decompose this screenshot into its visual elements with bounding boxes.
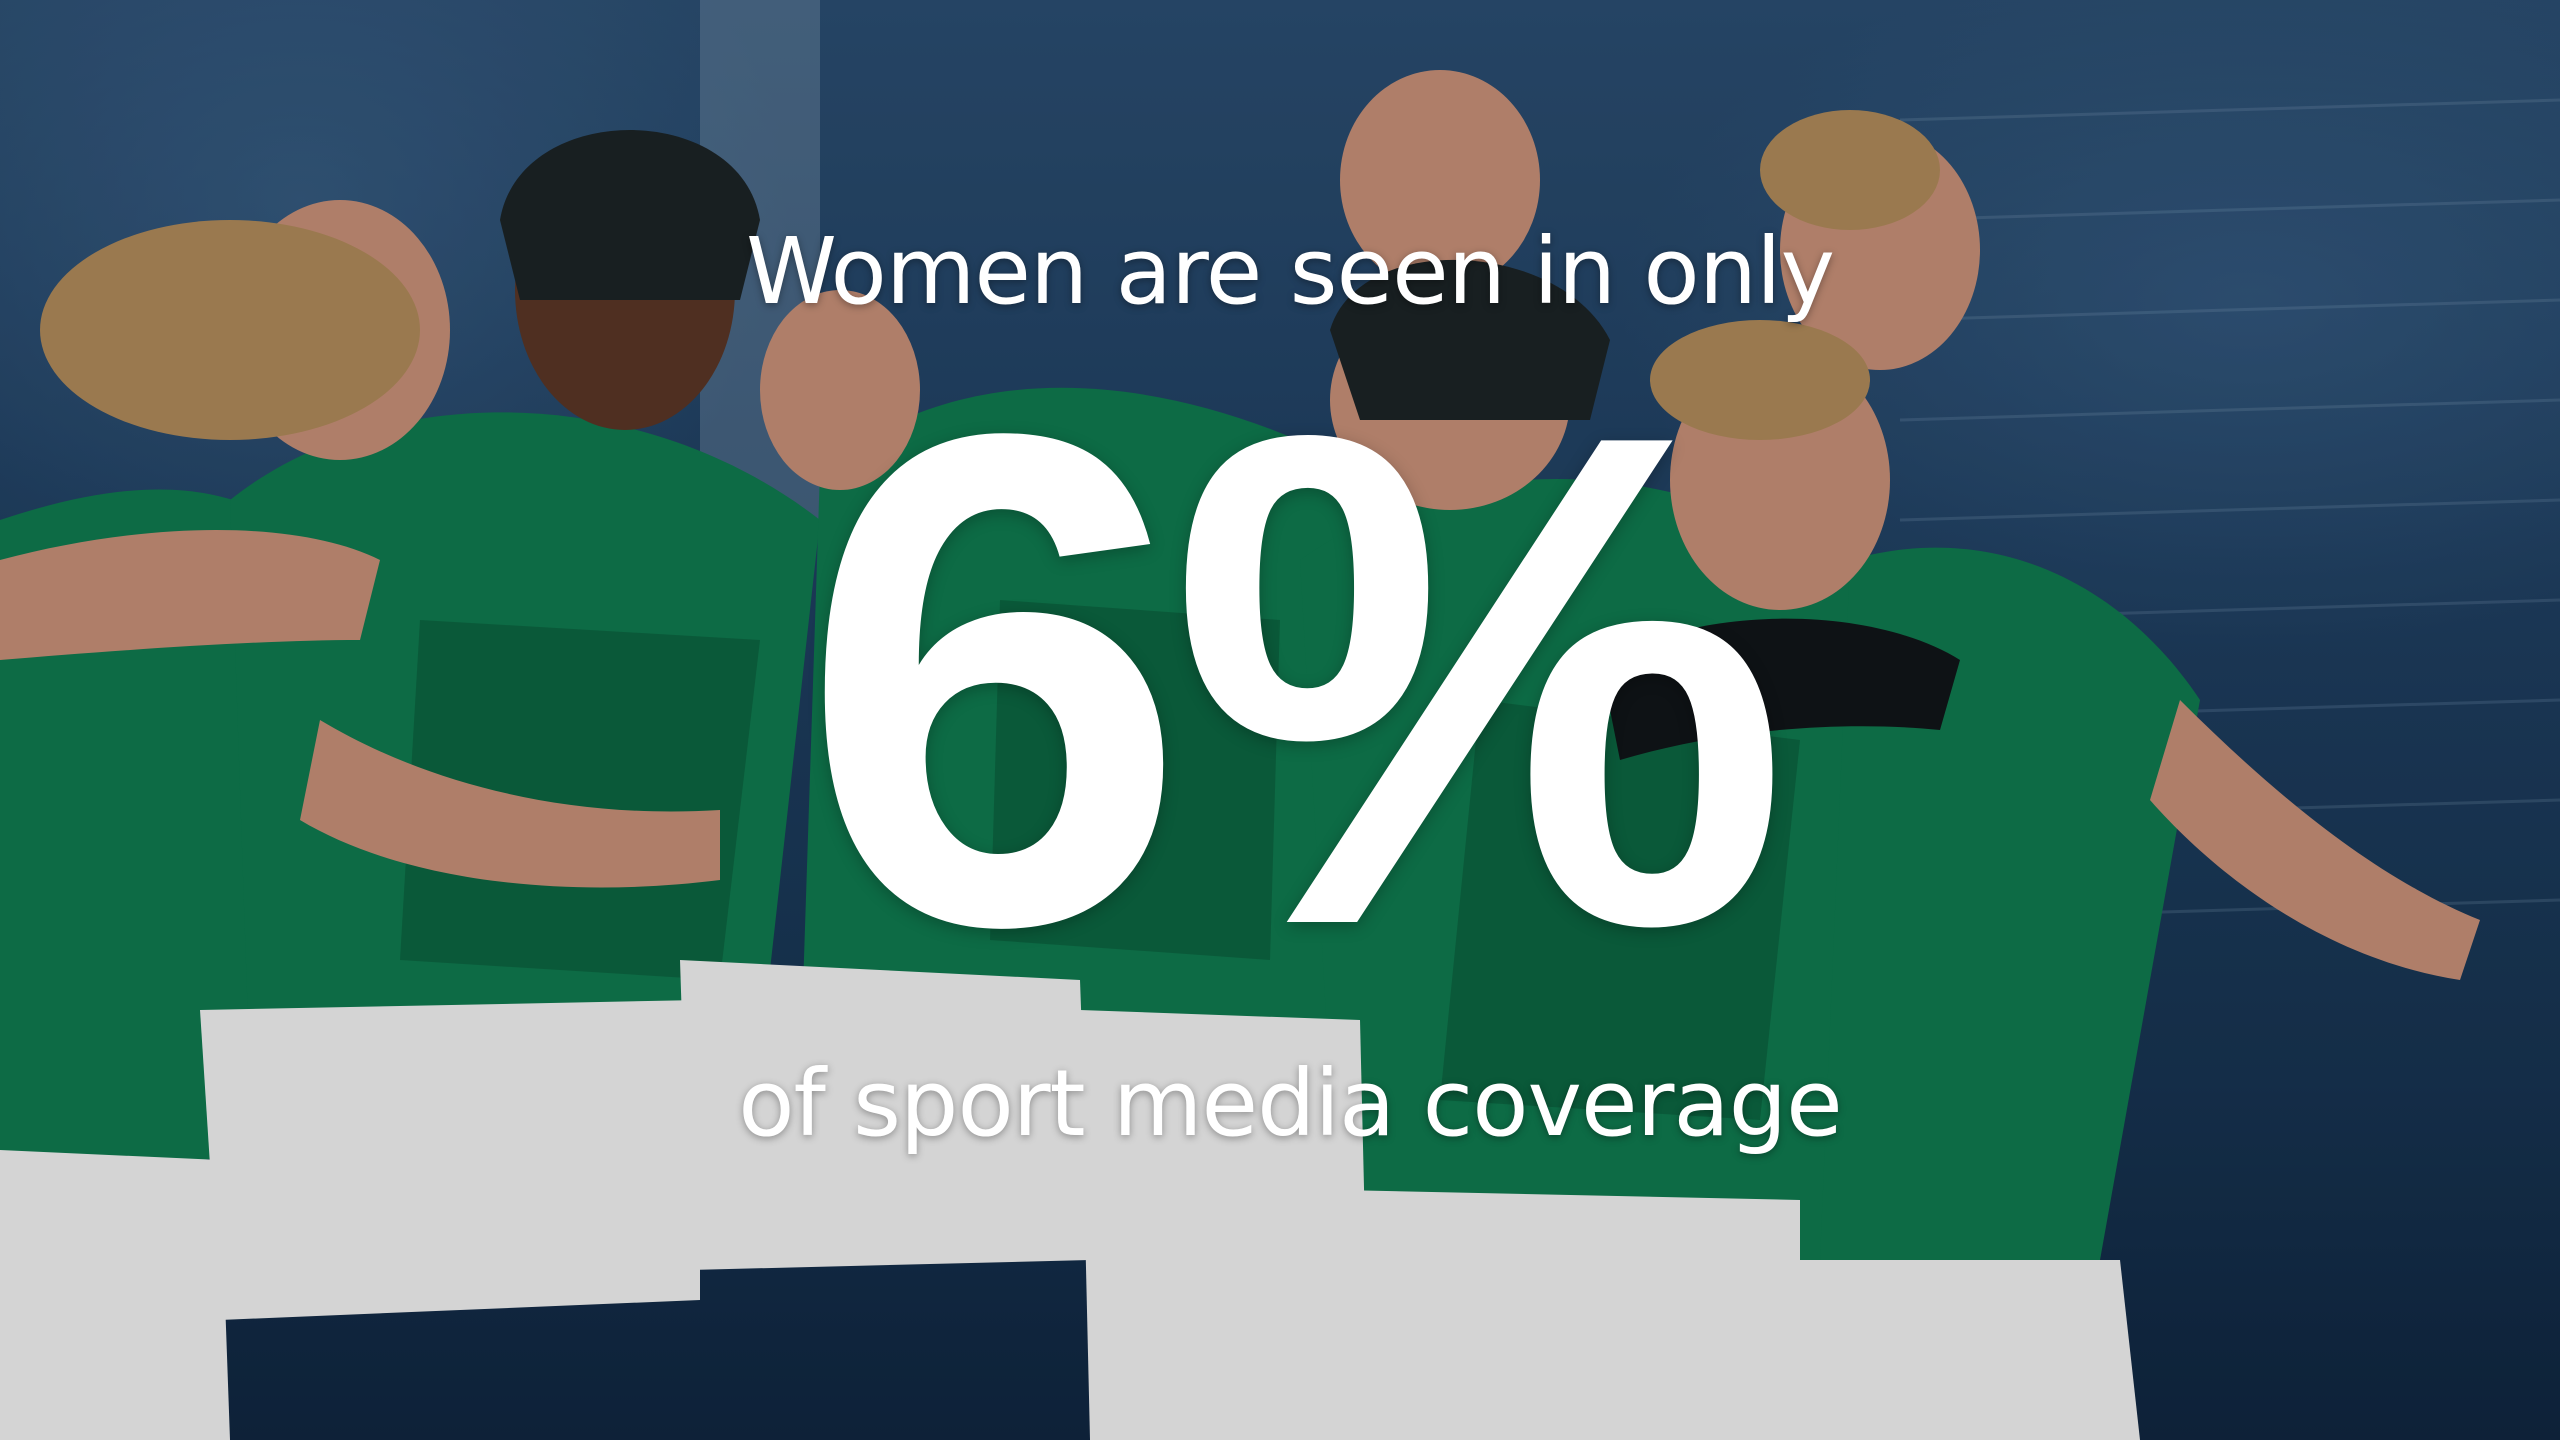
subline-text: of sport media coverage: [738, 1050, 1843, 1157]
headline-text: Women are seen in only: [745, 218, 1835, 325]
statistic-value: 6%: [799, 289, 1791, 1071]
